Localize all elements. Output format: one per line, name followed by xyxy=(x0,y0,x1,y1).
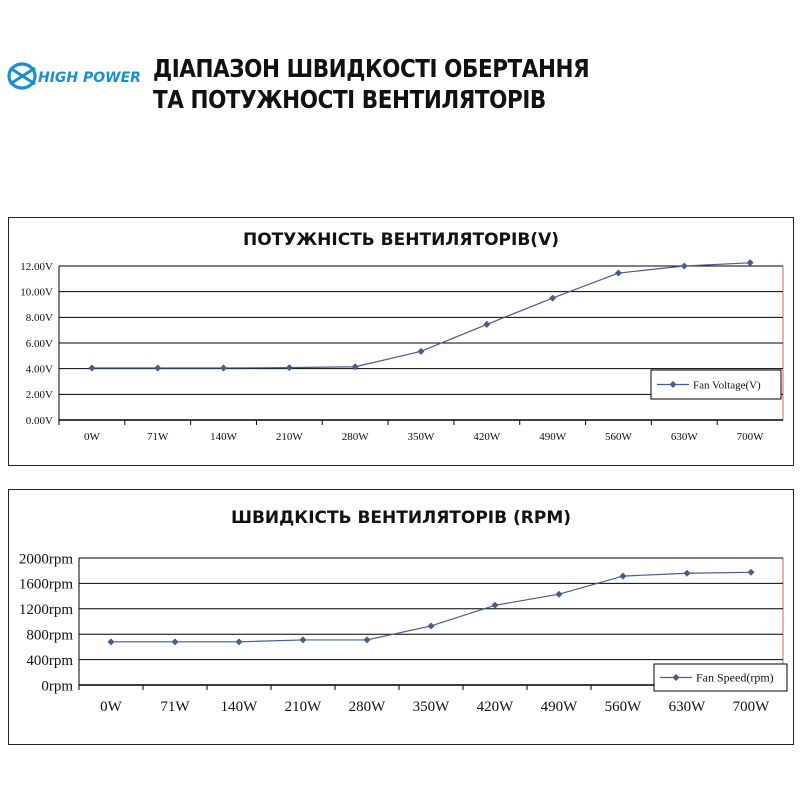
fan-voltage-x-tick-label: 630W xyxy=(671,431,699,443)
fan-speed-y-tick-label: 1200rpm xyxy=(19,602,73,618)
page-title: ДІАПАЗОН ШВИДКОСТІ ОБЕРТАННЯ ТА ПОТУЖНОС… xyxy=(153,53,590,115)
fan-voltage-y-tick-label: 10.00V xyxy=(20,287,53,299)
fan-voltage-x-tick-label: 0W xyxy=(84,431,101,443)
fan-speed-data-point xyxy=(363,636,371,644)
fan-voltage-x-tick-label: 490W xyxy=(539,431,567,443)
fan-speed-x-tick-label: 140W xyxy=(221,699,259,715)
logo-wordmark: HIGH POWER xyxy=(38,70,141,86)
high-power-logo: HIGH POWER xyxy=(7,62,141,90)
fan-voltage-chart-title: ПОТУЖНІСТЬ ВЕНТИЛЯТОРІВ(V) xyxy=(242,230,559,250)
fan-speed-legend-label: Fan Speed(rpm) xyxy=(696,671,774,685)
fan-voltage-data-point xyxy=(285,364,293,372)
fan-voltage-x-tick-label: 700W xyxy=(737,431,765,443)
fan-voltage-y-tick-label: 8.00V xyxy=(26,312,53,324)
fan-voltage-data-point xyxy=(483,320,491,328)
fan-speed-x-tick-label: 560W xyxy=(605,699,643,715)
fan-speed-x-tick-label: 490W xyxy=(541,699,579,715)
fan-voltage-y-tick-label: 4.00V xyxy=(26,364,53,376)
fan-speed-data-point xyxy=(747,568,755,576)
fan-speed-data-point xyxy=(427,622,435,630)
fan-voltage-chart-panel: ПОТУЖНІСТЬ ВЕНТИЛЯТОРІВ(V) 0.00V 2.00V 4.0… xyxy=(8,217,794,466)
fan-speed-x-tick-label: 350W xyxy=(413,699,451,715)
fan-speed-data-point xyxy=(683,569,691,577)
fan-speed-x-tick-label: 0W xyxy=(100,699,123,715)
fan-speed-y-tick-label: 1600rpm xyxy=(19,577,73,593)
fan-voltage-legend: Fan Voltage(V) xyxy=(650,369,782,400)
fan-voltage-y-tick-label: 12.00V xyxy=(20,261,53,273)
fan-voltage-data-point xyxy=(746,259,754,267)
fan-voltage-data-point xyxy=(88,364,96,372)
fan-speed-chart-title: ШВИДКІСТЬ ВЕНТИЛЯТОРІВ (RPM) xyxy=(230,508,572,528)
fan-voltage-x-tick-label: 140W xyxy=(210,431,238,443)
fan-speed-data-point xyxy=(299,636,307,644)
fan-speed-x-tick-label: 210W xyxy=(285,699,323,715)
fan-voltage-y-tick-label: 0.00V xyxy=(26,415,53,427)
fan-speed-x-tick-label: 700W xyxy=(733,699,771,715)
logo-emblem-icon xyxy=(7,62,37,90)
fan-voltage-x-tick-label: 280W xyxy=(342,431,370,443)
fan-voltage-x-tick-label: 71W xyxy=(147,431,169,443)
fan-speed-data-point xyxy=(555,590,563,598)
fan-voltage-data-point xyxy=(614,269,622,277)
fan-voltage-data-point xyxy=(154,364,162,372)
fan-speed-y-tick-label: 2000rpm xyxy=(19,551,73,567)
fan-speed-legend-marker xyxy=(672,674,680,681)
fan-voltage-data-point xyxy=(220,364,228,372)
fan-voltage-x-tick-label: 560W xyxy=(605,431,633,443)
fan-speed-x-tick-label: 71W xyxy=(160,699,190,715)
fan-speed-legend: Fan Speed(rpm) xyxy=(653,663,788,692)
fan-speed-data-point xyxy=(107,638,115,646)
fan-voltage-chart: 0.00V 2.00V 4.00V 6.00V 8.00V 10.00V 12.00V 0W 7… xyxy=(20,259,784,443)
fan-speed-data-point xyxy=(235,638,243,646)
fan-speed-data-point xyxy=(619,572,627,580)
fan-voltage-data-point xyxy=(680,262,688,270)
fan-voltage-data-point xyxy=(549,294,557,302)
fan-speed-y-tick-label: 400rpm xyxy=(26,653,73,669)
fan-speed-x-tick-label: 630W xyxy=(669,699,707,715)
fan-speed-chart-panel: ШВИДКІСТЬ ВЕНТИЛЯТОРІВ (RPM) 0rpm 400rpm 8… xyxy=(8,489,794,745)
fan-speed-x-tick-label: 420W xyxy=(477,699,515,715)
fan-voltage-x-tick-label: 420W xyxy=(473,431,501,443)
fan-voltage-y-tick-label: 6.00V xyxy=(26,338,53,350)
fan-voltage-legend-marker xyxy=(669,381,677,388)
fan-speed-series-line xyxy=(111,571,752,643)
fan-speed-x-tick-label: 280W xyxy=(349,699,387,715)
fan-voltage-y-tick-label: 2.00V xyxy=(26,389,53,401)
fan-speed-chart: 0rpm 400rpm 800rpm 1200rpm 1600rpm 2000rpm 0W 7… xyxy=(19,551,788,715)
page-title-line-1: ДІАПАЗОН ШВИДКОСТІ ОБЕРТАННЯ xyxy=(153,54,590,83)
fan-speed-data-point xyxy=(491,601,499,609)
page-title-line-2: ТА ПОТУЖНОСТІ ВЕНТИЛЯТОРІВ xyxy=(153,85,546,114)
fan-speed-y-tick-label: 800rpm xyxy=(26,627,73,643)
fan-speed-y-tick-label: 0rpm xyxy=(41,678,73,694)
fan-speed-data-point xyxy=(171,638,179,646)
fan-voltage-x-tick-label: 210W xyxy=(276,431,304,443)
fan-voltage-data-point xyxy=(417,347,425,355)
fan-voltage-data-point xyxy=(351,363,359,371)
fan-voltage-x-tick-label: 350W xyxy=(408,431,436,443)
fan-voltage-legend-label: Fan Voltage(V) xyxy=(693,379,761,391)
